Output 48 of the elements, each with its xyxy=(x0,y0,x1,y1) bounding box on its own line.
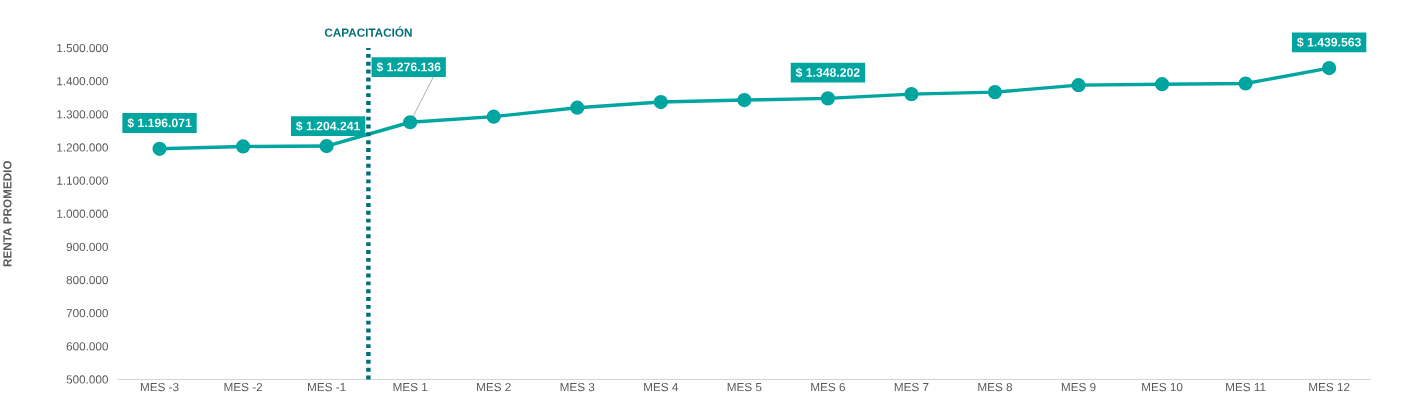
x-tick-label: MES -2 xyxy=(224,383,263,392)
x-tick-label: MES 5 xyxy=(727,383,762,392)
x-tick-label: MES 3 xyxy=(560,383,595,392)
x-tick-label: MES -3 xyxy=(140,383,179,392)
y-tick-label: 800.000 xyxy=(66,275,108,285)
point xyxy=(904,87,919,102)
x-tick-label: MES 7 xyxy=(894,383,929,392)
data-label: $ 1.276.136 xyxy=(376,62,441,73)
point xyxy=(570,100,585,115)
y-tick-label: 700.000 xyxy=(66,309,108,318)
point xyxy=(653,95,668,110)
y-tick-label: 900.000 xyxy=(66,242,108,252)
point xyxy=(987,85,1003,100)
point xyxy=(403,115,418,130)
x-tick-label: MES 10 xyxy=(1142,383,1183,392)
y-tick-label: 1.100.000 xyxy=(57,176,108,185)
x-tick-label: MES 1 xyxy=(393,383,428,392)
data-label: $ 1.348.202 xyxy=(795,67,860,78)
y-tick-label: 1.000.000 xyxy=(57,209,108,218)
point xyxy=(820,91,835,106)
y-tick-label: 1.500.000 xyxy=(57,43,108,53)
point xyxy=(737,93,752,108)
point xyxy=(1154,77,1170,92)
point xyxy=(235,139,251,154)
point xyxy=(486,109,501,124)
point xyxy=(1238,76,1253,91)
data-label: $ 1.439.563 xyxy=(1297,37,1361,48)
x-tick-label: MES 8 xyxy=(978,383,1013,392)
y-tick-label: 500.000 xyxy=(66,375,108,384)
x-tick-label: MES 12 xyxy=(1309,383,1350,392)
point xyxy=(1322,61,1337,76)
y-tick-label: 600.000 xyxy=(66,342,108,351)
x-tick-label: MES 9 xyxy=(1061,383,1096,392)
point xyxy=(152,141,167,156)
data-label: $ 1.204.241 xyxy=(296,121,360,132)
y-tick-label: 1.400.000 xyxy=(57,77,108,86)
x-tick-label: MES 11 xyxy=(1226,383,1266,392)
x-tick-label: MES 4 xyxy=(644,383,679,392)
y-tick-label: 1.200.000 xyxy=(57,143,108,152)
y-tick-label: 1.300.000 xyxy=(57,110,108,119)
x-tick-label: MES 2 xyxy=(477,383,511,392)
x-tick-label: MES -1 xyxy=(308,383,346,392)
point xyxy=(319,139,334,154)
y-axis-title: RENTA PROMEDIO xyxy=(3,161,12,267)
x-tick-label: MES 6 xyxy=(811,383,845,392)
data-label: $ 1.196.071 xyxy=(127,118,192,129)
point xyxy=(1071,78,1086,93)
ref-line-label: CAPACITACIÓN xyxy=(324,26,412,37)
